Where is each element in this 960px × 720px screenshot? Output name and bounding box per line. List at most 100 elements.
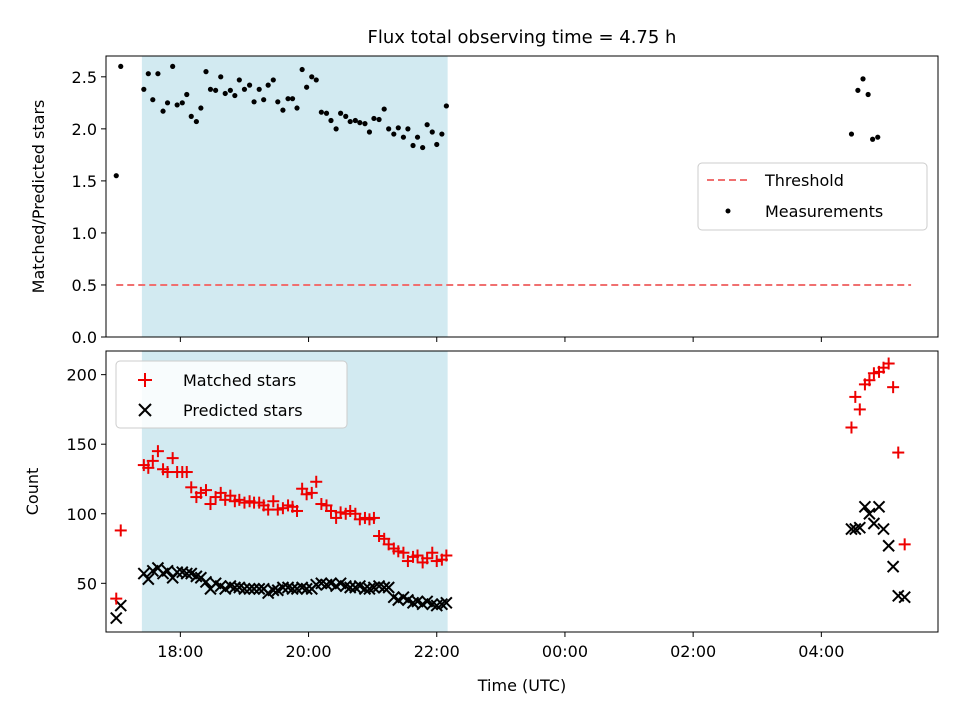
predicted-star-point (440, 596, 453, 609)
measurement-point (285, 96, 291, 102)
measurement-point (164, 100, 171, 106)
predicted-star-point (363, 582, 376, 596)
measurement-point (207, 86, 214, 92)
matched-star-point (849, 390, 862, 403)
measurement-point (304, 84, 310, 90)
matched-star-point (440, 549, 453, 562)
legend-measurements-swatch (725, 208, 731, 214)
measurement-point (179, 100, 185, 106)
legend-matched-swatch (138, 373, 152, 387)
predicted-star-point (267, 584, 280, 597)
matched-star-point (291, 504, 304, 517)
matched-star-point (180, 466, 193, 479)
predicted-star-point (295, 581, 309, 594)
y-tick-label: 2.0 (72, 120, 97, 139)
ratio-panel: 0.0 0.5 1.0 1.5 2.0 2.5 Matched/Predicted sta… (29, 55, 939, 347)
matched-star-point (411, 549, 424, 562)
measurement-point (865, 91, 871, 98)
predicted-star-point (882, 539, 895, 552)
y-tick-label: 0.0 (72, 328, 97, 347)
measurement-point (371, 115, 377, 122)
measurement-point (294, 105, 300, 111)
measurement-point (333, 126, 339, 132)
matched-star-point (271, 503, 284, 516)
predicted-star-point (382, 581, 395, 594)
measurement-point (395, 125, 401, 131)
matched-stars-points (110, 357, 911, 605)
measurement-point (155, 71, 161, 77)
matched-star-point (114, 524, 127, 537)
matched-star-point (194, 486, 207, 499)
matched-star-point (421, 552, 434, 565)
measurement-point (193, 118, 199, 125)
matched-star-point (146, 454, 159, 467)
measurement-point (118, 63, 124, 70)
matched-star-point (310, 475, 323, 488)
predicted-star-point (276, 581, 290, 594)
y-tick-label: 50 (77, 574, 97, 593)
predicted-star-point (199, 575, 213, 589)
predicted-star-point (853, 521, 867, 534)
measurement-point (434, 141, 440, 148)
measurement-point (420, 144, 426, 151)
y-tick-label: 0.5 (72, 276, 97, 295)
measurement-point (429, 129, 435, 135)
ratio-legend: Threshold Measurements (697, 162, 928, 231)
measurement-point (246, 82, 253, 88)
predicted-star-point (320, 578, 333, 591)
y-tick-label: 100 (66, 505, 97, 524)
x-tick-label: 18:00 (157, 642, 203, 661)
matched-star-point (233, 493, 246, 506)
matched-star-point (887, 381, 900, 394)
chart-title: Flux total observing time = 4.75 h (368, 27, 677, 48)
predicted-star-point (435, 597, 449, 611)
measurement-point (170, 63, 176, 70)
measurement-point (236, 77, 242, 83)
predicted-star-point (406, 596, 420, 609)
predicted-star-point (863, 507, 876, 520)
measurement-point (323, 110, 330, 116)
count-y-axis-label: Count (23, 468, 42, 516)
measurement-point (439, 131, 445, 137)
matched-star-point (344, 504, 357, 517)
measurement-point (338, 110, 344, 116)
measurement-point (352, 117, 358, 124)
predicted-stars-points (110, 500, 911, 625)
matched-star-point (430, 555, 443, 568)
predicted-star-point (349, 581, 362, 594)
measurement-point (145, 71, 151, 77)
y-tick-label: 1.5 (72, 172, 97, 191)
measurement-point (347, 118, 353, 125)
measurement-point (443, 103, 449, 109)
matched-star-point (151, 445, 164, 458)
matched-star-point (845, 421, 858, 434)
matched-star-point (300, 488, 313, 501)
measurement-point (366, 129, 373, 135)
measurement-point (280, 107, 286, 113)
measurement-point (218, 74, 224, 80)
measurement-point (232, 92, 238, 99)
measurement-point (227, 87, 233, 93)
predicted-star-point (867, 517, 881, 530)
measurement-point (256, 86, 262, 92)
measurement-point (405, 126, 411, 132)
count-panel-frame (105, 350, 939, 633)
measurement-point (328, 117, 334, 124)
legend-predicted-label: Predicted stars (183, 401, 303, 420)
predicted-star-point (872, 500, 886, 514)
predicted-star-point (190, 570, 203, 583)
legend-threshold-label: Threshold (764, 171, 844, 190)
measurement-point (362, 121, 368, 127)
predicted-star-point (247, 582, 261, 596)
measurement-point (299, 66, 305, 73)
matched-star-point (315, 498, 328, 511)
legend-matched-label: Matched stars (183, 371, 296, 390)
matched-star-point (324, 504, 337, 517)
measurement-point (261, 97, 267, 103)
count-panel: 50 100 150 200 18:00 20:00 22:00 00:00 02:00 04:… (23, 350, 939, 695)
matched-star-point (373, 530, 386, 543)
x-tick-label: 02:00 (670, 642, 716, 661)
matched-star-point (267, 495, 280, 508)
measurement-point (313, 77, 319, 83)
